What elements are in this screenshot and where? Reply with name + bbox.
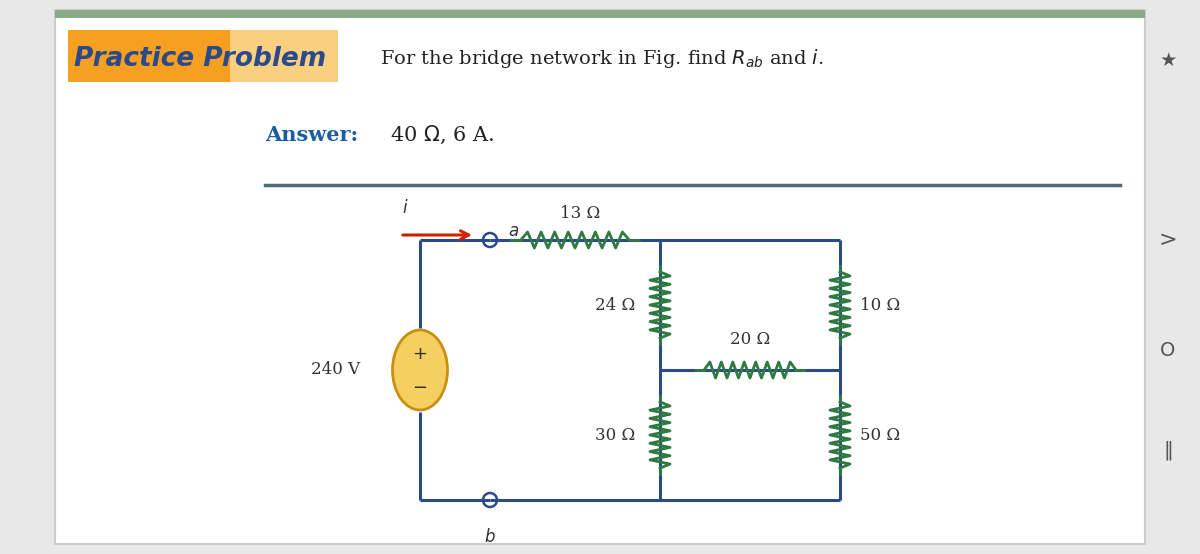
Text: 240 V: 240 V bbox=[311, 362, 360, 378]
Text: Answer:: Answer: bbox=[265, 125, 358, 145]
Text: O: O bbox=[1160, 341, 1176, 360]
Text: 24 Ω: 24 Ω bbox=[595, 296, 635, 314]
Text: $i$: $i$ bbox=[402, 199, 408, 217]
Text: 30 Ω: 30 Ω bbox=[595, 427, 635, 444]
Bar bbox=[68, 30, 338, 82]
Bar bbox=[55, 10, 1145, 18]
Text: For the bridge network in Fig. find $R_{ab}$ and $i$.: For the bridge network in Fig. find $R_{… bbox=[380, 48, 823, 70]
Text: 40 $\Omega$, 6 A.: 40 $\Omega$, 6 A. bbox=[390, 124, 494, 146]
Text: −: − bbox=[413, 379, 427, 397]
Text: 10 Ω: 10 Ω bbox=[860, 296, 900, 314]
Text: +: + bbox=[413, 345, 427, 363]
Text: 13 Ω: 13 Ω bbox=[560, 205, 600, 222]
Text: 20 Ω: 20 Ω bbox=[730, 331, 770, 348]
Ellipse shape bbox=[392, 330, 448, 410]
Text: Practice Problem: Practice Problem bbox=[74, 46, 326, 72]
Text: 50 Ω: 50 Ω bbox=[860, 427, 900, 444]
Text: $b$: $b$ bbox=[484, 528, 496, 546]
Text: ★: ★ bbox=[1159, 50, 1177, 69]
Bar bbox=[230, 30, 338, 82]
Text: >: > bbox=[1159, 230, 1177, 250]
Text: ‖: ‖ bbox=[1163, 440, 1172, 460]
Text: $a$: $a$ bbox=[508, 223, 520, 240]
